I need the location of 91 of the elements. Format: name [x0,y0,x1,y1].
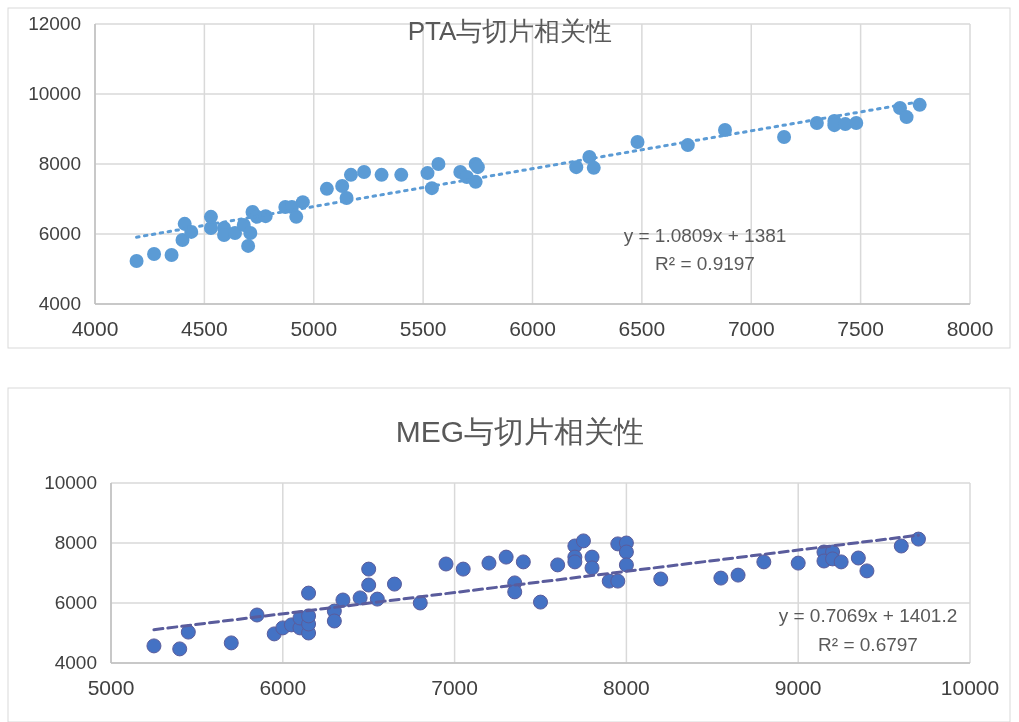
x-tick-label: 7500 [837,317,884,340]
point [630,134,645,149]
point [849,116,864,131]
x-tick-label: 6500 [618,317,666,340]
point [146,638,162,654]
point [241,238,256,253]
point [129,253,144,268]
point [147,246,162,261]
x-tick-label: 8000 [946,317,994,340]
point [569,160,584,175]
point [438,556,454,572]
point [243,225,258,240]
point [175,232,190,247]
point [653,571,669,587]
annotation: y = 1.0809x + 1381 [623,225,787,246]
point [533,594,548,610]
point [164,248,179,262]
point [301,585,317,601]
x-tick-label: 5500 [399,317,447,340]
point [481,555,497,571]
point [610,573,626,589]
point [431,157,446,171]
point [850,550,866,566]
point [912,97,927,112]
point [507,584,523,600]
point [335,592,351,608]
chart-title: PTA与切片相关性 [407,16,613,46]
point [352,590,368,606]
y-tick-label: 4000 [54,652,97,673]
y-tick-label: 6000 [38,223,81,244]
point [584,560,600,576]
point [172,641,188,657]
point [498,549,514,565]
point [575,533,591,549]
point [618,544,634,560]
point [586,160,601,175]
point [777,130,792,145]
point [838,117,853,132]
x-tick-label: 7000 [431,676,478,699]
point [326,613,342,629]
point [295,195,310,210]
point [618,557,634,573]
point [833,554,849,570]
x-tick-label: 4000 [71,317,119,340]
y-tick-label: 8000 [54,532,97,553]
point [470,160,485,175]
point [386,576,402,592]
point [394,167,409,182]
x-tick-label: 6000 [509,317,556,340]
point [515,554,531,570]
x-tick-label: 7000 [727,317,775,340]
point [455,561,471,577]
chart-title: MEG与切片相关性 [395,415,645,448]
point [319,181,334,196]
point [357,165,372,180]
point [361,577,377,593]
point [550,557,566,573]
point [899,110,914,125]
annotation: R² = 0.6797 [818,634,918,655]
annotation: R² = 0.9197 [655,253,755,274]
y-tick-label: 10000 [44,472,97,493]
x-tick-label: 6000 [259,676,307,699]
point [343,167,358,182]
x-tick-label: 9000 [774,676,822,699]
point [730,567,746,583]
point [180,624,196,640]
point [228,225,242,240]
point [374,167,389,182]
point [420,166,435,181]
x-tick-label: 5000 [290,317,338,340]
point [223,635,239,651]
point [361,561,377,577]
point [335,179,350,194]
point [412,595,428,611]
point [567,554,583,570]
x-tick-label: 4500 [181,317,228,340]
y-tick-label: 4000 [38,293,81,314]
y-tick-label: 6000 [54,592,97,613]
point [893,538,909,554]
y-tick-label: 10000 [28,83,81,104]
annotation: y = 0.7069x + 1401.2 [778,605,958,626]
point [859,563,875,579]
x-tick-label: 8000 [603,676,650,699]
point [289,209,304,224]
y-tick-label: 8000 [38,153,81,174]
point [713,570,729,586]
point [756,554,772,570]
y-tick-label: 12000 [28,13,81,34]
x-tick-label: 5000 [87,676,135,699]
x-tick-label: 10000 [940,676,1000,699]
point [790,555,806,571]
